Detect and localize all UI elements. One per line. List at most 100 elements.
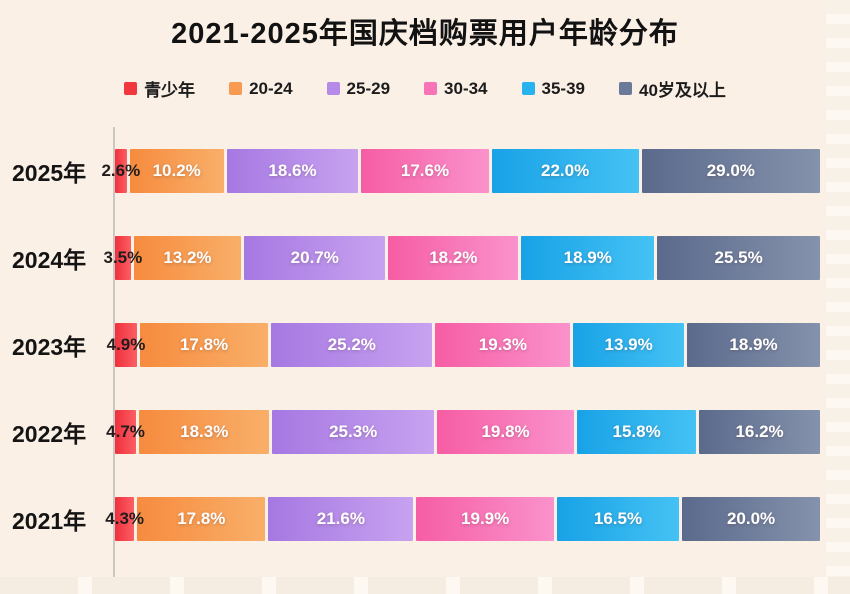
value-label: 25.5%: [714, 248, 763, 267]
bar-segment-3: 18.2%: [388, 236, 519, 280]
value-label: 18.2%: [429, 248, 478, 267]
stacked-bar: 4.3% 17.8% 21.6% 19.9% 16.5% 20.0%: [105, 497, 821, 541]
value-label: 19.3%: [478, 335, 527, 354]
bar-segment-2: 21.6%: [268, 497, 414, 541]
value-label: 4.9%: [106, 335, 146, 354]
category-label: 2022年: [12, 421, 87, 447]
bar-segment-4: 13.9%: [573, 323, 684, 367]
chart-legend: 青少年 20-24 25-29 30-34 35-39 40岁及以上: [0, 76, 850, 101]
legend-label: 40岁及以上: [639, 81, 726, 100]
legend-item-4: 35-39: [521, 78, 585, 99]
value-label: 17.8%: [179, 335, 229, 354]
legend-swatch-icon: [424, 82, 438, 95]
bar-row: 2022年 4.7% 18.3% 25.3% 19.8% 15.8% 16.2%: [0, 410, 820, 454]
value-label: 3.5%: [103, 248, 143, 267]
value-label: 10.2%: [152, 161, 201, 180]
cropped-bottom-edge: [0, 577, 850, 594]
bar-segment-5: 18.9%: [686, 323, 820, 367]
bar-segment-3: 19.8%: [437, 410, 575, 454]
bar-segment-4: 22.0%: [491, 149, 639, 193]
legend-swatch-icon: [124, 82, 138, 95]
legend-item-1: 20-24: [229, 78, 293, 99]
bar-segment-0: 2.6%: [101, 149, 140, 193]
value-label: 19.8%: [481, 422, 530, 441]
value-label: 18.9%: [563, 248, 612, 267]
bar-rows: 2025年 2.6% 10.2% 18.6% 17.6% 22.0% 29.0% 2024年 3…: [0, 149, 821, 541]
chart-title: 2021-2025年国庆档购票用户年龄分布: [171, 18, 679, 50]
legend-label: 20-24: [249, 78, 293, 98]
bar-segment-1: 18.3%: [139, 410, 270, 454]
value-label: 13.2%: [163, 248, 212, 267]
bar-segment-0: 4.9%: [107, 323, 145, 367]
bar-segment-2: 25.3%: [272, 410, 435, 454]
bar-segment-5: 29.0%: [641, 149, 820, 193]
value-label: 17.6%: [400, 161, 450, 180]
value-label: 20.7%: [290, 248, 339, 267]
legend-label: 35-39: [541, 78, 585, 98]
bar-segment-5: 16.2%: [699, 410, 820, 454]
legend-swatch-icon: [521, 82, 535, 95]
legend-label: 30-34: [444, 78, 488, 98]
value-label: 25.3%: [329, 422, 378, 441]
legend-item-5: 40岁及以上: [619, 76, 726, 101]
bar-segment-1: 17.8%: [137, 497, 266, 541]
bar-row: 2021年 4.3% 17.8% 21.6% 19.9% 16.5% 20.0%: [0, 497, 821, 541]
value-label: 15.8%: [612, 422, 661, 441]
value-label: 13.9%: [604, 335, 653, 354]
legend-swatch-icon: [619, 82, 632, 95]
value-label: 20.0%: [726, 509, 776, 528]
value-label: 4.7%: [106, 422, 145, 441]
value-label: 18.6%: [268, 161, 317, 180]
legend-swatch-icon: [326, 82, 340, 95]
legend-item-0: 青少年: [124, 76, 195, 101]
bar-segment-3: 17.6%: [361, 149, 489, 193]
stacked-bar: 4.9% 17.8% 25.2% 19.3% 13.9% 18.9%: [107, 323, 820, 367]
bar-segment-1: 10.2%: [129, 149, 224, 193]
bar-segment-2: 20.7%: [244, 236, 386, 280]
bar-segment-0: 4.7%: [106, 410, 145, 454]
value-label: 21.6%: [316, 509, 365, 528]
bar-segment-1: 17.8%: [140, 323, 269, 367]
bar-row: 2025年 2.6% 10.2% 18.6% 17.6% 22.0% 29.0%: [0, 149, 820, 193]
category-label: 2023年: [12, 334, 87, 360]
legend-swatch-icon: [229, 82, 243, 95]
cropped-right-edge: [826, 0, 850, 594]
legend-item-3: 30-34: [424, 78, 488, 99]
bar-segment-2: 18.6%: [226, 149, 359, 193]
value-label: 4.3%: [105, 509, 145, 528]
stacked-bar: 2.6% 10.2% 18.6% 17.6% 22.0% 29.0%: [101, 149, 820, 193]
category-label: 2021年: [12, 508, 87, 534]
bar-segment-4: 18.9%: [521, 236, 655, 280]
y-axis-line: [113, 127, 115, 589]
bar-row: 2023年 4.9% 17.8% 25.2% 19.3% 13.9% 18.9%: [0, 323, 820, 367]
category-label: 2024年: [12, 247, 87, 273]
bar-segment-4: 15.8%: [577, 410, 697, 454]
value-label: 25.2%: [327, 335, 376, 354]
bar-segment-2: 25.2%: [271, 323, 433, 367]
value-label: 16.2%: [735, 422, 784, 441]
bar-segment-0: 3.5%: [103, 236, 142, 280]
value-label: 29.0%: [706, 161, 755, 180]
value-label: 22.0%: [541, 161, 590, 180]
bar-segment-0: 4.3%: [105, 497, 144, 541]
bar-segment-3: 19.3%: [435, 323, 571, 367]
value-label: 19.9%: [461, 509, 510, 528]
chart-area: 2025年 2.6% 10.2% 18.6% 17.6% 22.0% 29.0% 2024年 3…: [0, 127, 850, 589]
value-label: 17.8%: [177, 509, 226, 528]
bar-segment-1: 13.2%: [133, 236, 242, 280]
legend-label: 25-29: [346, 78, 391, 98]
bar-segment-4: 16.5%: [556, 497, 680, 541]
bar-segment-5: 25.5%: [657, 236, 820, 280]
value-label: 2.6%: [101, 161, 141, 180]
bar-row: 2024年 3.5% 13.2% 20.7% 18.2% 18.9% 25.5%: [0, 236, 820, 280]
stacked-bar: 4.7% 18.3% 25.3% 19.8% 15.8% 16.2%: [106, 410, 820, 454]
category-label: 2025年: [12, 160, 87, 186]
legend-label: 青少年: [144, 81, 196, 100]
legend-item-2: 25-29: [326, 78, 391, 99]
value-label: 16.5%: [593, 509, 643, 528]
bar-segment-3: 19.9%: [416, 497, 554, 541]
value-label: 18.9%: [729, 335, 778, 354]
bar-segment-5: 20.0%: [682, 497, 821, 541]
stacked-bar: 3.5% 13.2% 20.7% 18.2% 18.9% 25.5%: [103, 236, 820, 280]
